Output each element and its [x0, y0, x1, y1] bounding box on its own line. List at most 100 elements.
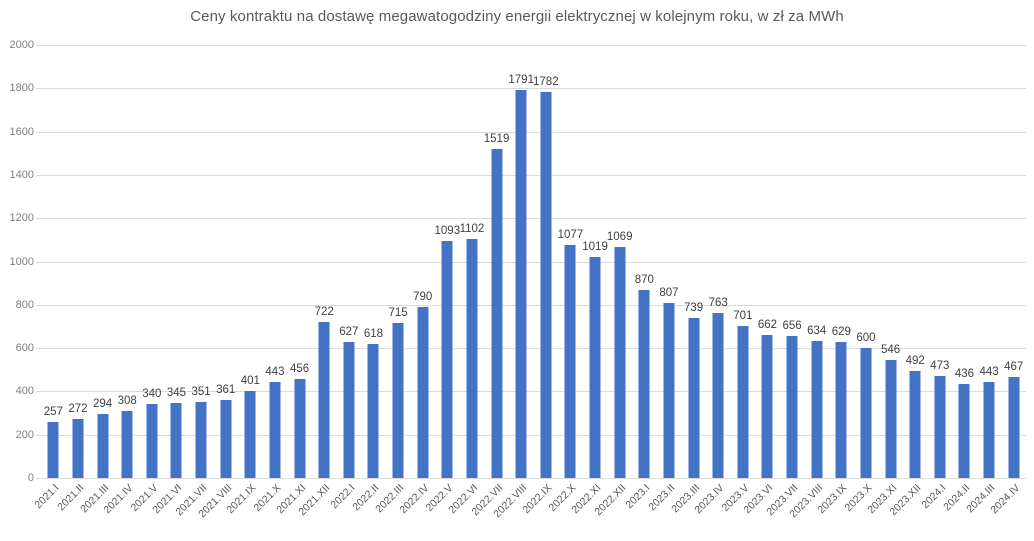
- y-axis-tick-label: 1000: [9, 255, 34, 268]
- plot-area: 257 272 294 308 340 345 351 361 401 443 456 722 627 6…: [41, 45, 1026, 479]
- bar-value-label: 351: [191, 386, 211, 399]
- y-axis-tick-mark: [36, 434, 41, 436]
- bar-slot[interactable]: 722: [312, 45, 337, 478]
- bar[interactable]: [811, 340, 823, 478]
- bar-value-label: 629: [831, 325, 851, 338]
- bar-slot[interactable]: 807: [657, 45, 682, 478]
- bar-slot[interactable]: 340: [140, 45, 165, 478]
- bar[interactable]: [269, 382, 281, 478]
- bar[interactable]: [885, 359, 897, 478]
- bar[interactable]: [146, 404, 158, 478]
- bar-value-label: 870: [634, 273, 654, 286]
- bar-slot[interactable]: 1019: [582, 45, 608, 478]
- y-axis-tick-mark: [36, 131, 41, 133]
- bar[interactable]: [491, 149, 503, 478]
- bar-slot[interactable]: 436: [952, 45, 977, 478]
- bar-slot[interactable]: 790: [410, 45, 435, 478]
- bar[interactable]: [737, 326, 749, 478]
- bar[interactable]: [170, 403, 182, 478]
- bar[interactable]: [958, 383, 970, 478]
- bar-slot[interactable]: 1093: [435, 45, 460, 478]
- gridline: [41, 391, 1026, 393]
- bar-slot[interactable]: 401: [238, 45, 263, 478]
- bar-slot[interactable]: 345: [164, 45, 189, 478]
- bar[interactable]: [614, 246, 626, 478]
- bar-value-label: 467: [1004, 360, 1024, 373]
- bar[interactable]: [712, 312, 724, 478]
- bar-slot[interactable]: 662: [755, 45, 780, 478]
- bar-slot[interactable]: 1102: [460, 45, 484, 478]
- bar-slot[interactable]: 600: [854, 45, 879, 478]
- bar[interactable]: [1008, 376, 1020, 478]
- bar[interactable]: [761, 334, 773, 478]
- bar-value-label: 473: [930, 359, 950, 372]
- gridline: [41, 131, 1026, 133]
- bar-slot[interactable]: 627: [337, 45, 362, 478]
- bar[interactable]: [909, 371, 921, 478]
- bar-slot[interactable]: 618: [361, 45, 386, 478]
- bar[interactable]: [663, 303, 675, 478]
- bar-slot[interactable]: 1069: [607, 45, 632, 478]
- y-axis-tick-mark: [36, 304, 41, 306]
- bar-slot[interactable]: 546: [878, 45, 903, 478]
- bar[interactable]: [97, 414, 109, 478]
- bar-slot[interactable]: 443: [263, 45, 288, 478]
- bar[interactable]: [441, 241, 453, 478]
- bar-value-label: 401: [240, 375, 260, 388]
- bar-value-label: 739: [683, 302, 704, 315]
- bar[interactable]: [466, 239, 478, 478]
- bar[interactable]: [688, 318, 700, 478]
- bar-slot[interactable]: 443: [977, 45, 1002, 478]
- bar[interactable]: [220, 399, 232, 478]
- gridline: [41, 218, 1026, 220]
- bar-slot[interactable]: 361: [213, 45, 238, 478]
- bar-slot[interactable]: 1077: [558, 45, 583, 478]
- bar-slot[interactable]: 272: [66, 45, 91, 478]
- bar[interactable]: [860, 348, 872, 478]
- bar-slot[interactable]: 656: [780, 45, 805, 478]
- bar-slot[interactable]: 467: [1001, 45, 1026, 478]
- bar[interactable]: [343, 342, 355, 478]
- bar-slot[interactable]: 1782: [533, 45, 559, 478]
- bar-value-label: 1791: [508, 74, 534, 87]
- bar-value-label: 701: [733, 310, 753, 323]
- bar[interactable]: [515, 90, 527, 478]
- bar[interactable]: [72, 419, 84, 478]
- bar[interactable]: [195, 402, 207, 478]
- bar-slot[interactable]: 473: [928, 45, 953, 478]
- bar[interactable]: [244, 391, 256, 478]
- bar-slot[interactable]: 629: [829, 45, 854, 478]
- bar[interactable]: [121, 411, 133, 478]
- bar-slot[interactable]: 701: [731, 45, 756, 478]
- bar-slot[interactable]: 763: [706, 45, 731, 478]
- bar-slot[interactable]: 257: [41, 45, 66, 478]
- bar-slot[interactable]: 492: [903, 45, 928, 478]
- bar[interactable]: [417, 306, 429, 478]
- bar-slot[interactable]: 739: [681, 45, 706, 478]
- bar[interactable]: [294, 379, 306, 478]
- bar-slot[interactable]: 294: [90, 45, 115, 478]
- bar-slot[interactable]: 870: [632, 45, 657, 478]
- bar[interactable]: [47, 422, 59, 478]
- bar[interactable]: [392, 323, 404, 478]
- bar-value-label: 1069: [606, 230, 633, 243]
- bar-slot[interactable]: 308: [115, 45, 140, 478]
- bar[interactable]: [835, 341, 847, 478]
- bar-slot[interactable]: 1519: [484, 45, 509, 478]
- bar[interactable]: [638, 289, 650, 478]
- bar-value-label: 443: [979, 366, 999, 379]
- bar-slot[interactable]: 351: [189, 45, 214, 478]
- bar[interactable]: [318, 321, 330, 478]
- bar-slot[interactable]: 634: [804, 45, 829, 478]
- bar[interactable]: [367, 344, 379, 478]
- bar[interactable]: [983, 382, 995, 478]
- bar[interactable]: [934, 375, 946, 478]
- bar[interactable]: [564, 244, 576, 478]
- bar-slot[interactable]: 456: [287, 45, 312, 478]
- bar[interactable]: [786, 335, 798, 478]
- bar[interactable]: [589, 257, 601, 478]
- y-axis-tick-mark: [36, 174, 41, 176]
- bar-slot[interactable]: 715: [386, 45, 411, 478]
- bar[interactable]: [540, 92, 552, 478]
- bar-slot[interactable]: 1791: [508, 45, 534, 478]
